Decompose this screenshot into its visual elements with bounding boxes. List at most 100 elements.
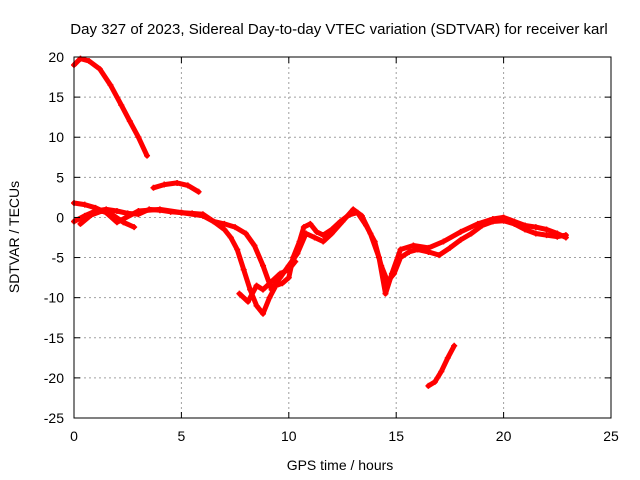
data-point xyxy=(221,226,228,233)
data-point xyxy=(425,382,432,389)
data-point xyxy=(253,302,260,309)
data-point xyxy=(438,368,445,375)
data-point xyxy=(144,152,151,159)
x-tick-label: 25 xyxy=(603,428,619,444)
data-point xyxy=(543,232,550,239)
series-track-4 xyxy=(71,200,569,297)
series-line-track-5 xyxy=(77,208,137,230)
data-point xyxy=(532,224,539,231)
data-point xyxy=(135,208,142,215)
data-point xyxy=(328,230,335,237)
data-point xyxy=(285,274,292,281)
data-point xyxy=(279,280,286,287)
data-point xyxy=(221,220,228,227)
data-point xyxy=(339,218,346,225)
y-tick-label: -20 xyxy=(44,370,64,386)
data-point xyxy=(199,212,206,219)
data-point xyxy=(543,226,550,233)
x-tick-label: 0 xyxy=(70,428,78,444)
data-point xyxy=(500,214,507,221)
data-point xyxy=(440,238,447,245)
data-point xyxy=(98,208,105,215)
y-tick-label: -15 xyxy=(44,330,64,346)
data-point xyxy=(260,262,267,269)
y-tick-label: 10 xyxy=(48,129,64,145)
data-point xyxy=(195,188,202,195)
data-point xyxy=(451,342,458,349)
data-point xyxy=(236,290,243,297)
data-point xyxy=(294,250,301,257)
data-point xyxy=(367,230,374,237)
data-point xyxy=(554,230,561,237)
data-point xyxy=(444,354,451,361)
x-tick-label: 20 xyxy=(496,428,512,444)
data-point xyxy=(251,242,258,249)
data-point xyxy=(266,294,273,301)
data-point xyxy=(174,179,181,186)
data-point xyxy=(388,270,395,277)
series-line-track-7 xyxy=(425,343,457,389)
ticks: 0 5 10 15 20 25 20 15 10 5 0 -5 -10 -15 -20 -25 xyxy=(44,49,619,444)
y-tick-label: -5 xyxy=(52,250,65,266)
y-axis-label: SDTVAR / TECUs xyxy=(6,181,22,293)
data-point xyxy=(376,254,383,261)
data-point xyxy=(468,230,475,237)
data-point xyxy=(86,58,93,65)
y-tick-label: -10 xyxy=(44,290,64,306)
data-point xyxy=(253,282,260,289)
data-point xyxy=(150,184,157,191)
data-point xyxy=(77,220,84,227)
data-point xyxy=(406,248,413,255)
data-point xyxy=(113,208,120,215)
data-point xyxy=(350,206,357,213)
data-point xyxy=(109,212,116,219)
data-point xyxy=(240,266,247,273)
x-tick-label: 10 xyxy=(281,428,297,444)
series-line-track-4 xyxy=(71,200,569,297)
series-track-6 xyxy=(236,258,299,305)
data-point xyxy=(135,134,142,141)
data-point xyxy=(81,201,88,208)
data-point xyxy=(156,206,163,213)
data-point xyxy=(232,224,239,231)
chart-title: Day 327 of 2023, Sidereal Day-to-day VTE… xyxy=(70,21,607,38)
y-tick-label: 0 xyxy=(56,209,64,225)
y-tick-label: 15 xyxy=(48,89,64,105)
y-tick-label: -25 xyxy=(44,410,64,426)
data-point xyxy=(292,258,299,265)
data-point xyxy=(210,218,217,225)
data-point xyxy=(397,246,404,253)
data-point xyxy=(126,118,133,125)
y-tick-label: 5 xyxy=(56,169,64,185)
data-point xyxy=(131,224,138,231)
x-axis-label: GPS time / hours xyxy=(287,457,394,473)
series-track-5 xyxy=(77,208,138,231)
data-point xyxy=(532,230,539,237)
data-point xyxy=(489,216,496,223)
x-tick-label: 5 xyxy=(178,428,186,444)
data-point xyxy=(425,244,432,251)
series-track-7 xyxy=(425,342,458,389)
data-point xyxy=(242,230,249,237)
data-point xyxy=(320,232,327,239)
data-point xyxy=(320,238,327,245)
data-point xyxy=(107,82,114,89)
data-point xyxy=(511,218,518,225)
data-point xyxy=(410,242,417,249)
data-point xyxy=(92,204,99,211)
y-tick-label: 20 xyxy=(48,49,64,65)
data-point xyxy=(436,252,443,259)
data-point xyxy=(382,290,389,297)
data-point xyxy=(446,244,453,251)
data-point xyxy=(277,270,284,277)
data-point xyxy=(184,182,191,189)
series-layer xyxy=(71,55,569,389)
data-point xyxy=(234,246,241,253)
plot-frame xyxy=(73,56,612,419)
data-point xyxy=(96,66,103,73)
data-point xyxy=(260,310,267,317)
data-point xyxy=(522,222,529,229)
data-point xyxy=(300,224,307,231)
data-point xyxy=(562,234,569,241)
